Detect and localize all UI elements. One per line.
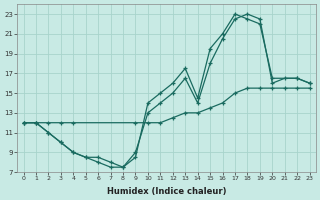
X-axis label: Humidex (Indice chaleur): Humidex (Indice chaleur) — [107, 187, 226, 196]
